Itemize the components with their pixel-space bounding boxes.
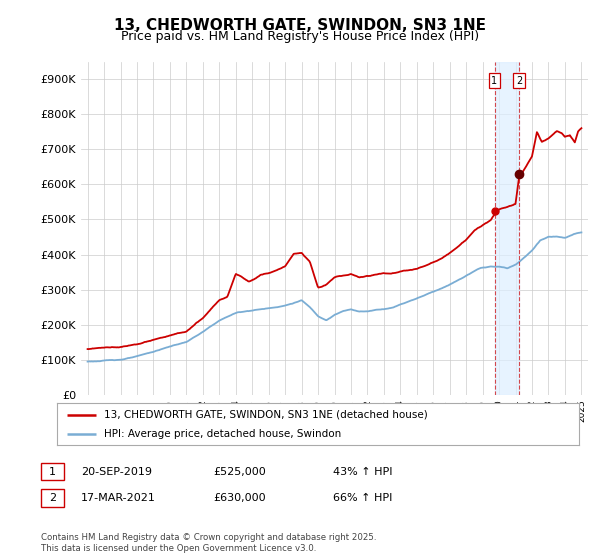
Text: Contains HM Land Registry data © Crown copyright and database right 2025.
This d: Contains HM Land Registry data © Crown c… [41,533,376,553]
Text: 66% ↑ HPI: 66% ↑ HPI [333,493,392,503]
Text: £630,000: £630,000 [213,493,266,503]
Text: 13, CHEDWORTH GATE, SWINDON, SN3 1NE: 13, CHEDWORTH GATE, SWINDON, SN3 1NE [114,18,486,33]
Text: HPI: Average price, detached house, Swindon: HPI: Average price, detached house, Swin… [104,430,341,439]
Text: 17-MAR-2021: 17-MAR-2021 [81,493,156,503]
Text: 13, CHEDWORTH GATE, SWINDON, SN3 1NE (detached house): 13, CHEDWORTH GATE, SWINDON, SN3 1NE (de… [104,410,428,420]
Text: 2: 2 [516,76,522,86]
Text: 1: 1 [49,466,56,477]
Text: Price paid vs. HM Land Registry's House Price Index (HPI): Price paid vs. HM Land Registry's House … [121,30,479,43]
Text: 2: 2 [49,493,56,503]
Bar [494,62,519,395]
Text: 1: 1 [491,76,497,86]
Text: £525,000: £525,000 [213,466,266,477]
Text: 20-SEP-2019: 20-SEP-2019 [81,466,152,477]
Text: 43% ↑ HPI: 43% ↑ HPI [333,466,392,477]
